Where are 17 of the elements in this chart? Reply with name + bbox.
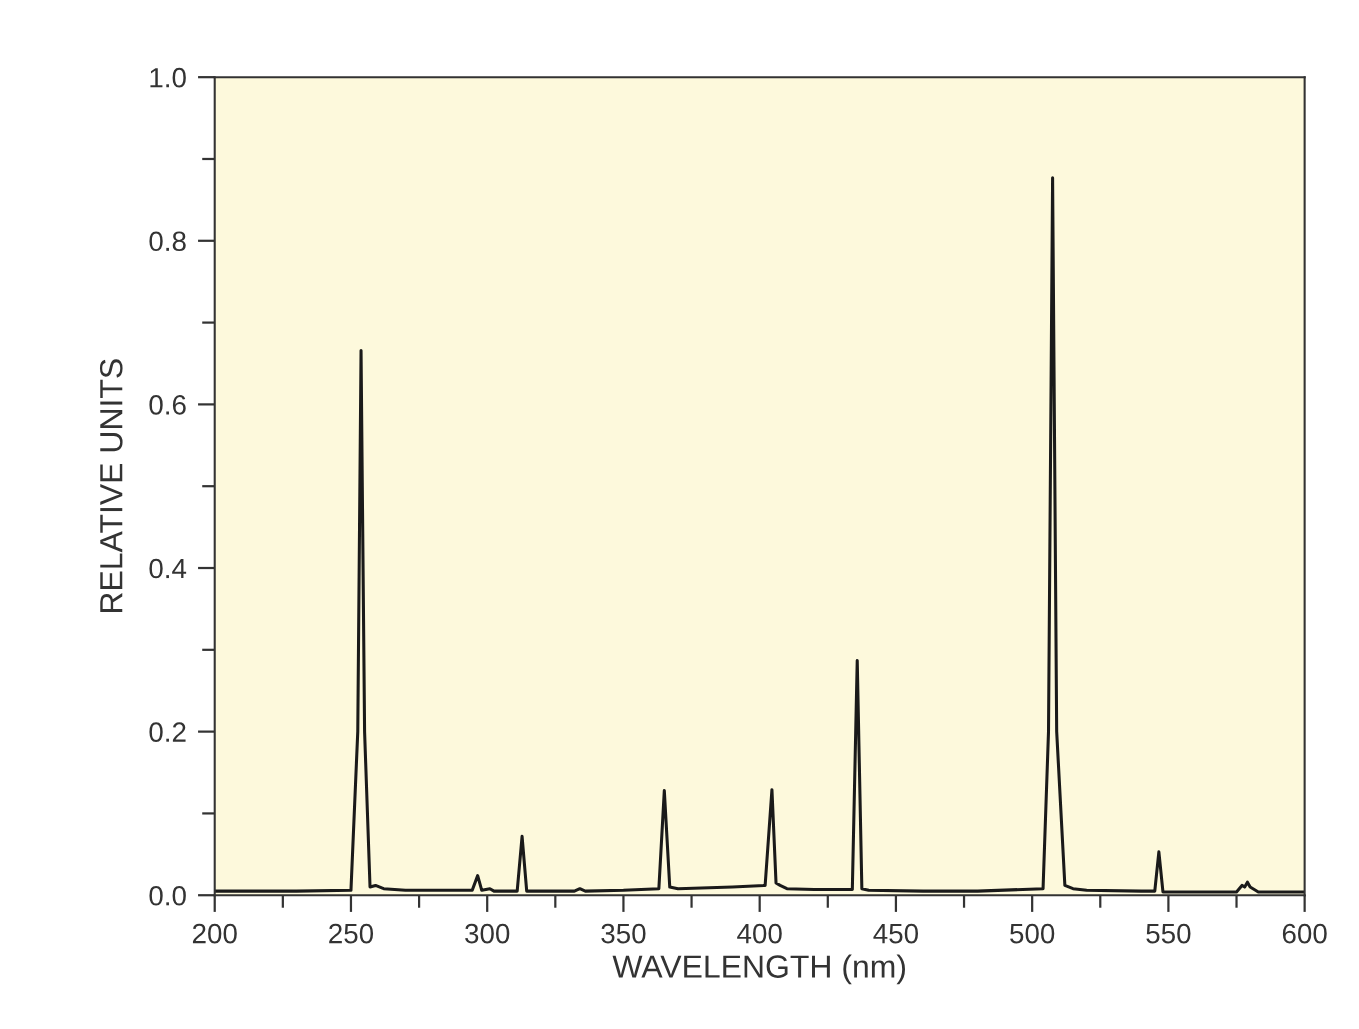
y-axis-title: RELATIVE UNITS — [99, 359, 123, 612]
y-tick-label: 0.6 — [149, 395, 186, 415]
x-tick-label: 300 — [465, 923, 510, 944]
x-tick-label: 250 — [329, 923, 374, 944]
y-tick-label: 0.4 — [149, 558, 187, 579]
x-tick-label: 350 — [601, 923, 646, 944]
x-tick-label: 400 — [737, 923, 782, 944]
x-tick-label: 450 — [873, 923, 919, 944]
x-tick-label: 550 — [1146, 923, 1191, 944]
x-tick-label: 600 — [1282, 923, 1327, 944]
y-tick-label: 0.8 — [149, 231, 186, 252]
y-tick-label: 0.2 — [149, 722, 186, 742]
x-tick-label: 500 — [1010, 923, 1055, 944]
x-axis-title: WAVELENGTH (nm) — [612, 954, 906, 985]
y-tick-label: 1.0 — [150, 67, 186, 88]
y-tick-label: 0.0 — [149, 885, 186, 906]
x-tick-label: 200 — [192, 923, 237, 944]
